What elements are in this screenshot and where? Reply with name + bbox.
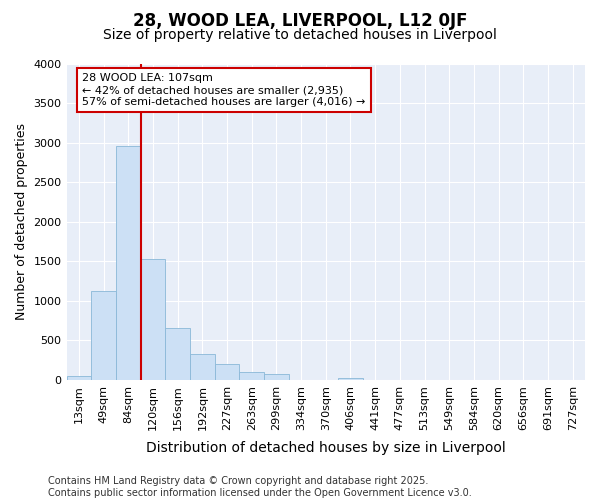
Text: 28, WOOD LEA, LIVERPOOL, L12 0JF: 28, WOOD LEA, LIVERPOOL, L12 0JF (133, 12, 467, 30)
Text: Size of property relative to detached houses in Liverpool: Size of property relative to detached ho… (103, 28, 497, 42)
Bar (67, 376, 91, 380)
Bar (239, 372, 264, 380)
Text: Contains HM Land Registry data © Crown copyright and database right 2025.
Contai: Contains HM Land Registry data © Crown c… (48, 476, 472, 498)
Bar (190, 354, 215, 380)
Bar (264, 374, 289, 380)
Bar (140, 259, 165, 380)
Y-axis label: Number of detached properties: Number of detached properties (15, 124, 28, 320)
Text: 28 WOOD LEA: 107sqm
← 42% of detached houses are smaller (2,935)
57% of semi-det: 28 WOOD LEA: 107sqm ← 42% of detached ho… (82, 74, 365, 106)
X-axis label: Distribution of detached houses by size in Liverpool: Distribution of detached houses by size … (146, 441, 506, 455)
Bar (91, 292, 116, 380)
Bar (338, 378, 363, 380)
Bar (116, 146, 140, 380)
Bar (165, 328, 190, 380)
Bar (215, 364, 239, 380)
